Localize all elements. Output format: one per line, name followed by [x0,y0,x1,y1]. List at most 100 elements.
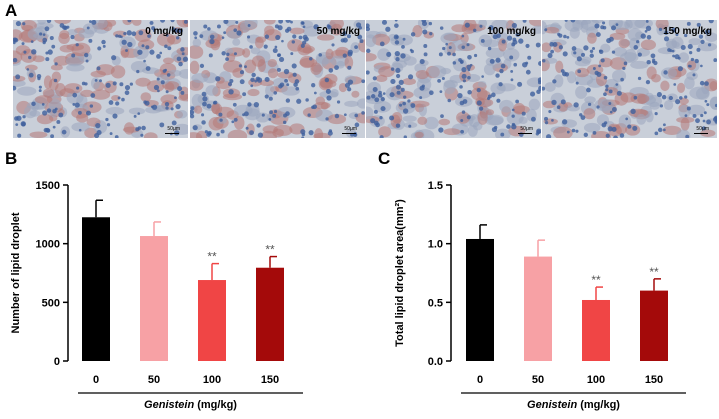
nucleus [174,130,180,136]
nucleus [506,35,513,41]
nucleus [131,31,137,37]
nucleus [551,118,554,122]
lipid-stain-patch [264,25,275,36]
nucleus [247,35,251,39]
nucleus [633,95,638,100]
micrograph-50mg-image [190,20,365,138]
nucleus [460,119,464,123]
nucleus [457,92,463,99]
nucleus [611,25,617,31]
nucleus [428,21,433,26]
nucleus [86,26,90,30]
nucleus [17,133,22,138]
nucleus [357,34,363,40]
nucleus [687,44,693,50]
nucleus [71,53,76,58]
lipid-stain-patch [267,59,278,68]
nucleus [467,68,471,72]
nucleus [439,90,443,94]
nucleus [145,66,151,71]
nucleus [542,59,546,63]
nucleus [175,103,181,110]
nucleus [515,99,520,104]
nucleus [231,120,235,124]
lipid-stain-patch [317,34,335,41]
lipid-stain-patch [55,82,66,97]
nucleus [183,20,188,24]
nucleus [592,130,597,135]
nucleus [311,105,315,109]
nucleus [603,75,608,80]
nucleus [580,115,586,121]
nucleus [180,90,185,95]
lipid-stain-patch [194,105,203,114]
nucleus [595,32,601,38]
nucleus [667,48,671,52]
lipid-stain-patch [414,131,424,138]
cytoplasm-patch [344,100,359,107]
nucleus [212,101,217,105]
nucleus [496,98,501,103]
nucleus [594,70,599,76]
lipid-stain-patch [29,131,48,138]
nucleus [136,69,140,74]
nucleus [249,45,253,49]
cytoplasm-patch [48,98,62,112]
nucleus [242,92,247,97]
cytoplasm-patch [255,112,270,123]
nucleus [264,94,269,99]
nucleus [659,104,664,108]
nucleus [580,52,586,57]
nucleus [445,42,449,46]
cytoplasm-patch [176,110,188,119]
nucleus [126,30,132,36]
nucleus [698,34,704,39]
nucleus [112,113,118,119]
nucleus [657,127,663,133]
nucleus [233,117,238,122]
nucleus [159,122,165,128]
nucleus [599,49,604,55]
nucleus [150,105,154,109]
nucleus [28,55,32,60]
nucleus [501,39,506,44]
nucleus [438,52,443,57]
nucleus [613,135,618,138]
nucleus [619,133,625,138]
nucleus [255,76,261,82]
nucleus [160,80,165,85]
cytoplasm-patch [636,113,647,125]
chart-c-significance-marker: ** [591,273,601,287]
micrograph-50mg-scale-label: 50μm [344,126,357,132]
lipid-stain-patch [630,93,650,104]
lipid-stain-patch [58,32,70,44]
nucleus [257,132,264,138]
nucleus [50,134,55,138]
cytoplasm-patch [244,20,258,29]
nucleus [466,115,471,120]
nucleus [366,48,371,54]
nucleus [94,78,98,82]
lipid-stain-patch [451,24,468,33]
nucleus [636,40,640,44]
nucleus [677,56,681,60]
lipid-stain-patch [289,27,305,35]
nucleus [42,37,48,43]
nucleus [509,55,514,60]
nucleus [244,65,247,69]
nucleus [663,70,668,75]
nucleus [403,135,407,138]
nucleus [85,59,89,63]
nucleus [233,52,237,56]
lipid-stain-patch [160,94,178,105]
nucleus [42,33,46,36]
nucleus [437,78,442,83]
lipid-stain-patch [257,59,266,73]
nucleus [202,96,208,102]
nucleus [380,96,385,102]
nucleus [522,20,527,23]
nucleus [607,126,613,132]
nucleus [547,53,553,59]
nucleus [164,101,170,107]
cytoplasm-patch [487,114,504,126]
